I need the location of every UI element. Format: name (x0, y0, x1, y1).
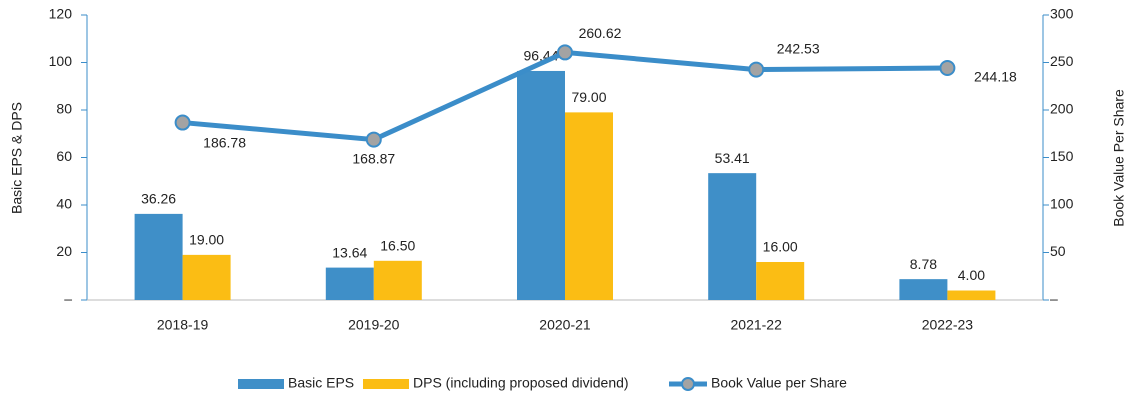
x-tick-label: 2021-22 (731, 317, 783, 333)
line-value-label: 242.53 (777, 40, 820, 56)
y-tick-label: 120 (49, 6, 73, 22)
y2-tick-label: 50 (1050, 243, 1066, 259)
line-value-label: 168.87 (352, 150, 395, 166)
bar-value-label: 8.78 (910, 256, 937, 272)
x-tick-label: 2019-20 (348, 317, 400, 333)
bar-value-label: 16.50 (380, 238, 415, 254)
bar (325, 267, 374, 300)
y2-tick-label: – (1050, 291, 1058, 307)
bar (708, 173, 757, 300)
y2-tick-label: 250 (1050, 53, 1074, 69)
y2-tick-label: 300 (1050, 6, 1074, 22)
legend-label: Book Value per Share (711, 375, 847, 391)
y-axis-label: Basic EPS & DPS (9, 102, 25, 214)
y-tick-label: 20 (56, 243, 72, 259)
x-tick-label: 2022-23 (922, 317, 974, 333)
bar-value-label: 13.64 (332, 244, 367, 260)
bar-value-label: 4.00 (958, 267, 985, 283)
bar (947, 290, 996, 300)
line-marker (174, 114, 191, 131)
legend-marker (681, 377, 695, 391)
y-tick-label: 60 (56, 148, 72, 164)
x-tick-label: 2018-19 (157, 317, 209, 333)
y-tick-label: – (64, 291, 72, 307)
line-value-label: 244.18 (974, 69, 1017, 85)
bar-value-label: 16.00 (763, 239, 798, 255)
y-tick-label: 100 (49, 53, 73, 69)
x-tick-label: 2020-21 (539, 317, 591, 333)
y2-tick-label: 150 (1050, 148, 1074, 164)
y2-tick-label: 200 (1050, 101, 1074, 117)
line-value-label: 260.62 (579, 25, 622, 41)
bar-value-label: 79.00 (571, 89, 606, 105)
bar (565, 112, 613, 300)
line-marker (939, 60, 956, 77)
y2-axis-label: Book Value Per Share (1111, 89, 1127, 227)
line-marker (365, 131, 382, 148)
bar (373, 260, 422, 300)
y2-tick-label: 100 (1050, 196, 1074, 212)
bar (134, 213, 183, 300)
bar-value-label: 36.26 (141, 191, 176, 207)
bar-value-label: 53.41 (715, 150, 750, 166)
line-value-label: 186.78 (203, 134, 246, 150)
line-marker (557, 44, 573, 61)
legend-label: Basic EPS (288, 375, 354, 391)
line-marker (748, 61, 765, 78)
bar-value-label: 19.00 (189, 232, 224, 248)
bar (517, 70, 565, 300)
legend-swatch (238, 379, 284, 389)
legend-label: DPS (including proposed dividend) (413, 375, 629, 391)
y-tick-label: 80 (56, 101, 72, 117)
bar (899, 279, 948, 300)
bar (756, 262, 805, 300)
bar (182, 254, 231, 300)
legend-swatch (363, 379, 409, 389)
y-tick-label: 40 (56, 196, 72, 212)
